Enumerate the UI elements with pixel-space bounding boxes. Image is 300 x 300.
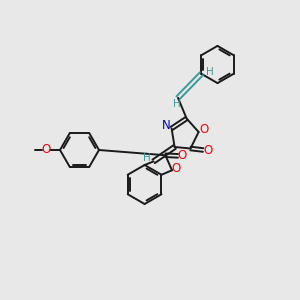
Text: H: H	[143, 153, 151, 163]
Text: N: N	[162, 119, 171, 132]
Text: H: H	[172, 99, 180, 110]
Text: O: O	[41, 143, 50, 156]
Text: O: O	[178, 149, 187, 162]
Text: O: O	[203, 143, 212, 157]
Text: H: H	[206, 67, 214, 77]
Text: O: O	[172, 162, 181, 175]
Text: O: O	[200, 123, 208, 136]
